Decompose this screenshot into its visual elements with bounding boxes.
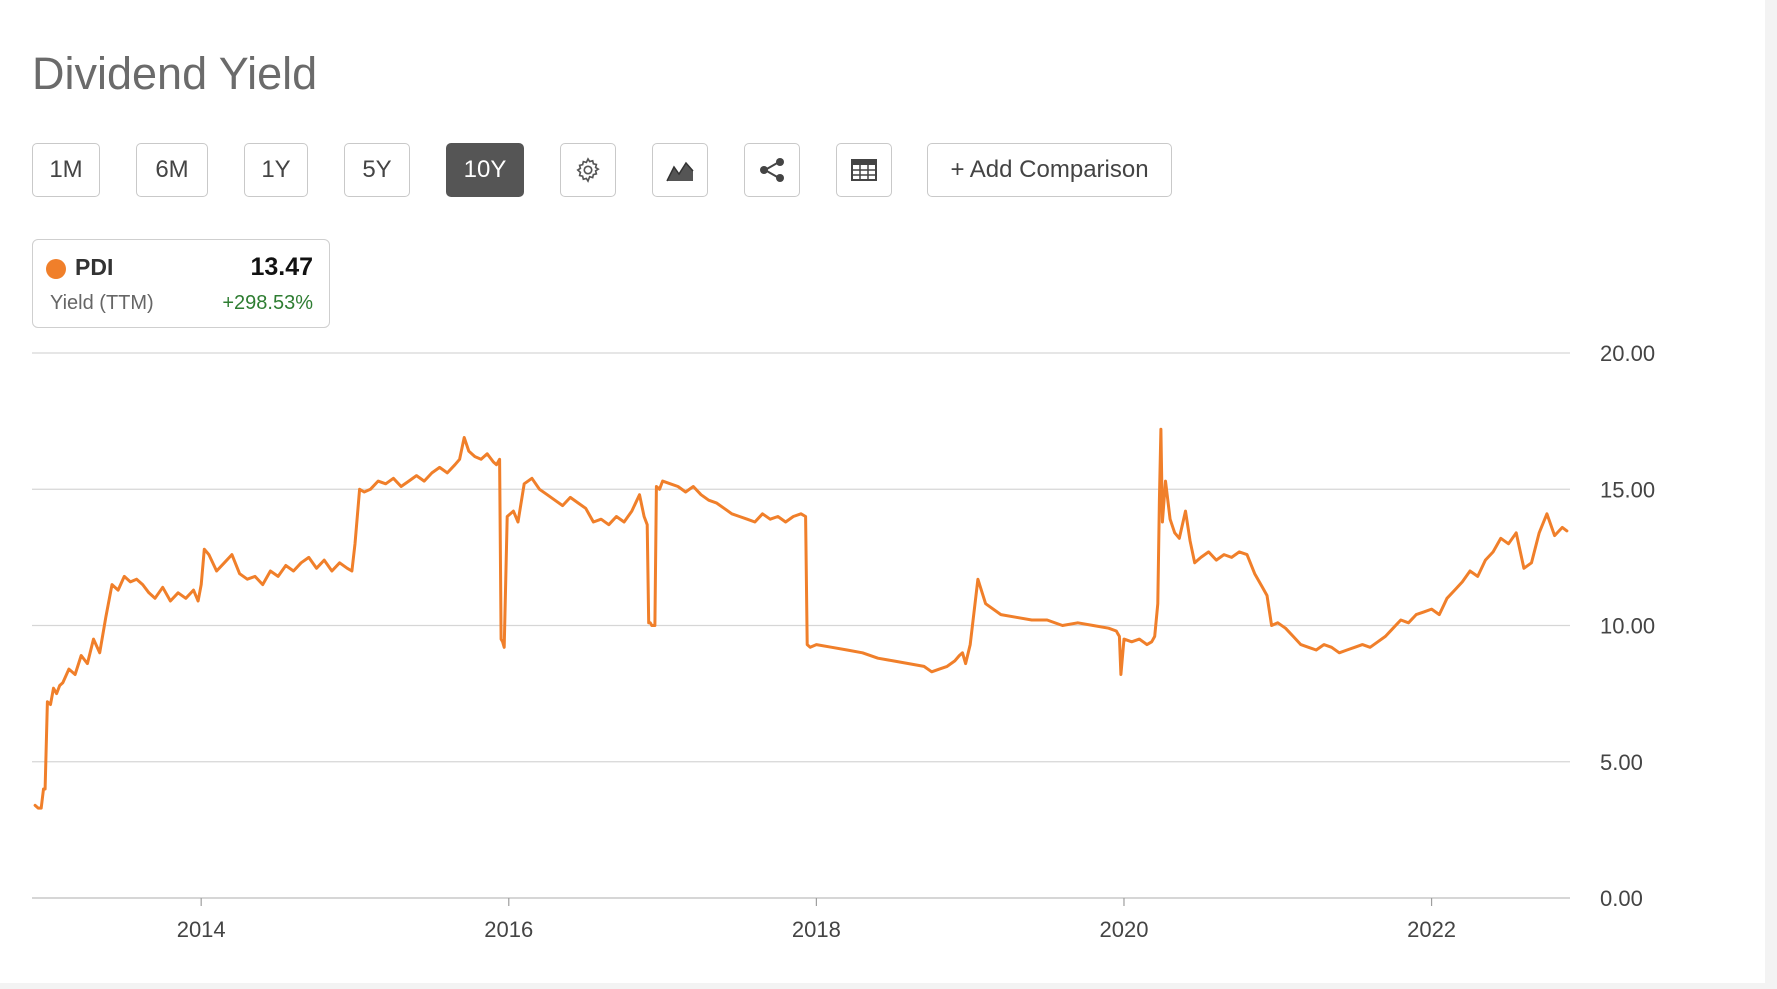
gear-icon bbox=[574, 156, 602, 184]
legend-ticker: PDI bbox=[75, 254, 114, 280]
share-button[interactable] bbox=[744, 143, 800, 197]
table-button[interactable] bbox=[836, 143, 892, 197]
x-tick-label: 2018 bbox=[792, 917, 841, 942]
add-comparison-button[interactable]: + Add Comparison bbox=[927, 143, 1172, 197]
x-tick-label: 2014 bbox=[177, 917, 226, 942]
y-tick-label: 20.00 bbox=[1600, 341, 1655, 366]
chart-type-button[interactable] bbox=[652, 143, 708, 197]
y-tick-label: 10.00 bbox=[1600, 614, 1655, 639]
x-tick-label: 2022 bbox=[1407, 917, 1456, 942]
legend-change: +298.53% bbox=[222, 292, 313, 314]
y-tick-label: 0.00 bbox=[1600, 886, 1643, 911]
x-tick-label: 2016 bbox=[484, 917, 533, 942]
legend-value: 13.47 bbox=[250, 253, 313, 281]
x-tick-label: 2020 bbox=[1100, 917, 1149, 942]
range-1m-button[interactable]: 1M bbox=[32, 143, 100, 197]
range-6m-button[interactable]: 6M bbox=[136, 143, 208, 197]
y-tick-label: 15.00 bbox=[1600, 477, 1655, 502]
legend-subtitle: Yield (TTM) bbox=[50, 292, 154, 314]
range-1y-button[interactable]: 1Y bbox=[244, 143, 308, 197]
range-10y-button[interactable]: 10Y bbox=[446, 143, 524, 197]
series-line-pdi bbox=[33, 427, 1569, 810]
y-tick-label: 5.00 bbox=[1600, 750, 1643, 775]
range-5y-button[interactable]: 5Y bbox=[344, 143, 410, 197]
settings-button[interactable] bbox=[560, 143, 616, 197]
chart-type-icon bbox=[665, 157, 695, 183]
legend-card: PDI 13.47 Yield (TTM) +298.53% bbox=[32, 239, 330, 328]
page-title: Dividend Yield bbox=[32, 48, 318, 99]
series-color-dot bbox=[46, 259, 66, 279]
share-icon bbox=[757, 156, 787, 184]
table-icon bbox=[850, 158, 878, 182]
